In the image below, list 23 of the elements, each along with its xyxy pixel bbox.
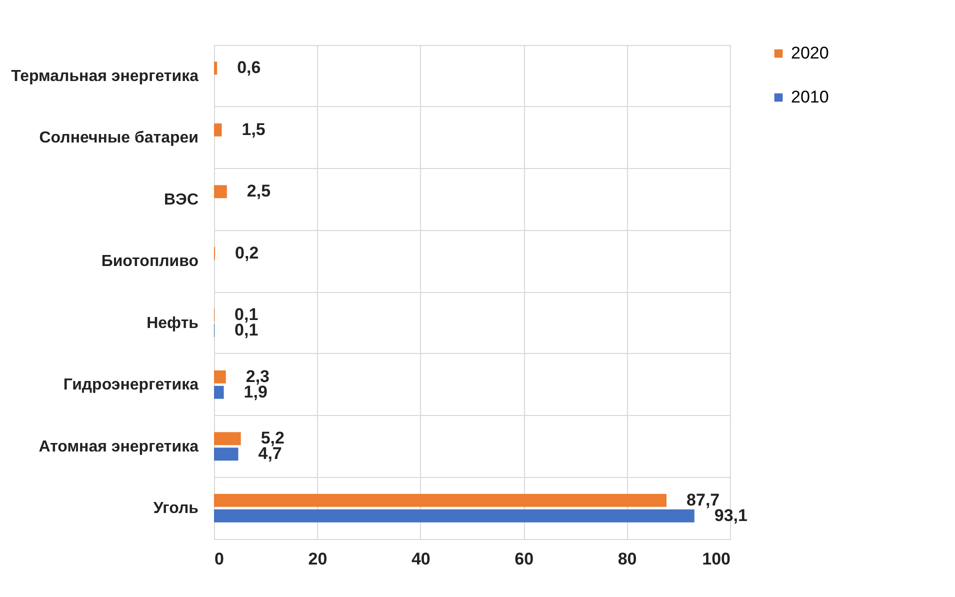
y-tick-label: Нефть [146, 314, 199, 332]
y-tick-label: Солнечные батареи [39, 130, 198, 147]
y-tick-label: Уголь [153, 500, 199, 518]
data-label: 5,2 [260, 428, 284, 448]
data-label: 2,5 [246, 182, 271, 201]
data-label: 0,1 [234, 305, 258, 324]
data-label: 1,5 [242, 120, 266, 139]
y-tick-label: ВЭС [164, 191, 199, 208]
x-tick-label: 100 [702, 550, 730, 568]
y-tick-label: Биотопливо [101, 253, 199, 270]
legend-label: 2010 [791, 88, 829, 106]
x-tick-label: 0 [214, 550, 224, 568]
x-tick-label: 40 [411, 550, 430, 568]
x-tick-label: 20 [308, 550, 328, 568]
x-tick-label: 80 [618, 550, 637, 568]
y-tick-label: Атомная энергетика [38, 438, 199, 456]
legend-label: 2020 [791, 44, 829, 62]
x-tick-label: 60 [514, 550, 534, 568]
data-label: 0,2 [235, 243, 259, 262]
data-label: 0,6 [237, 58, 261, 78]
data-label: 2,3 [246, 366, 270, 386]
y-tick-label: Термальная энергетика [11, 68, 199, 85]
y-tick-label: Гидроэнергетика [63, 376, 199, 394]
